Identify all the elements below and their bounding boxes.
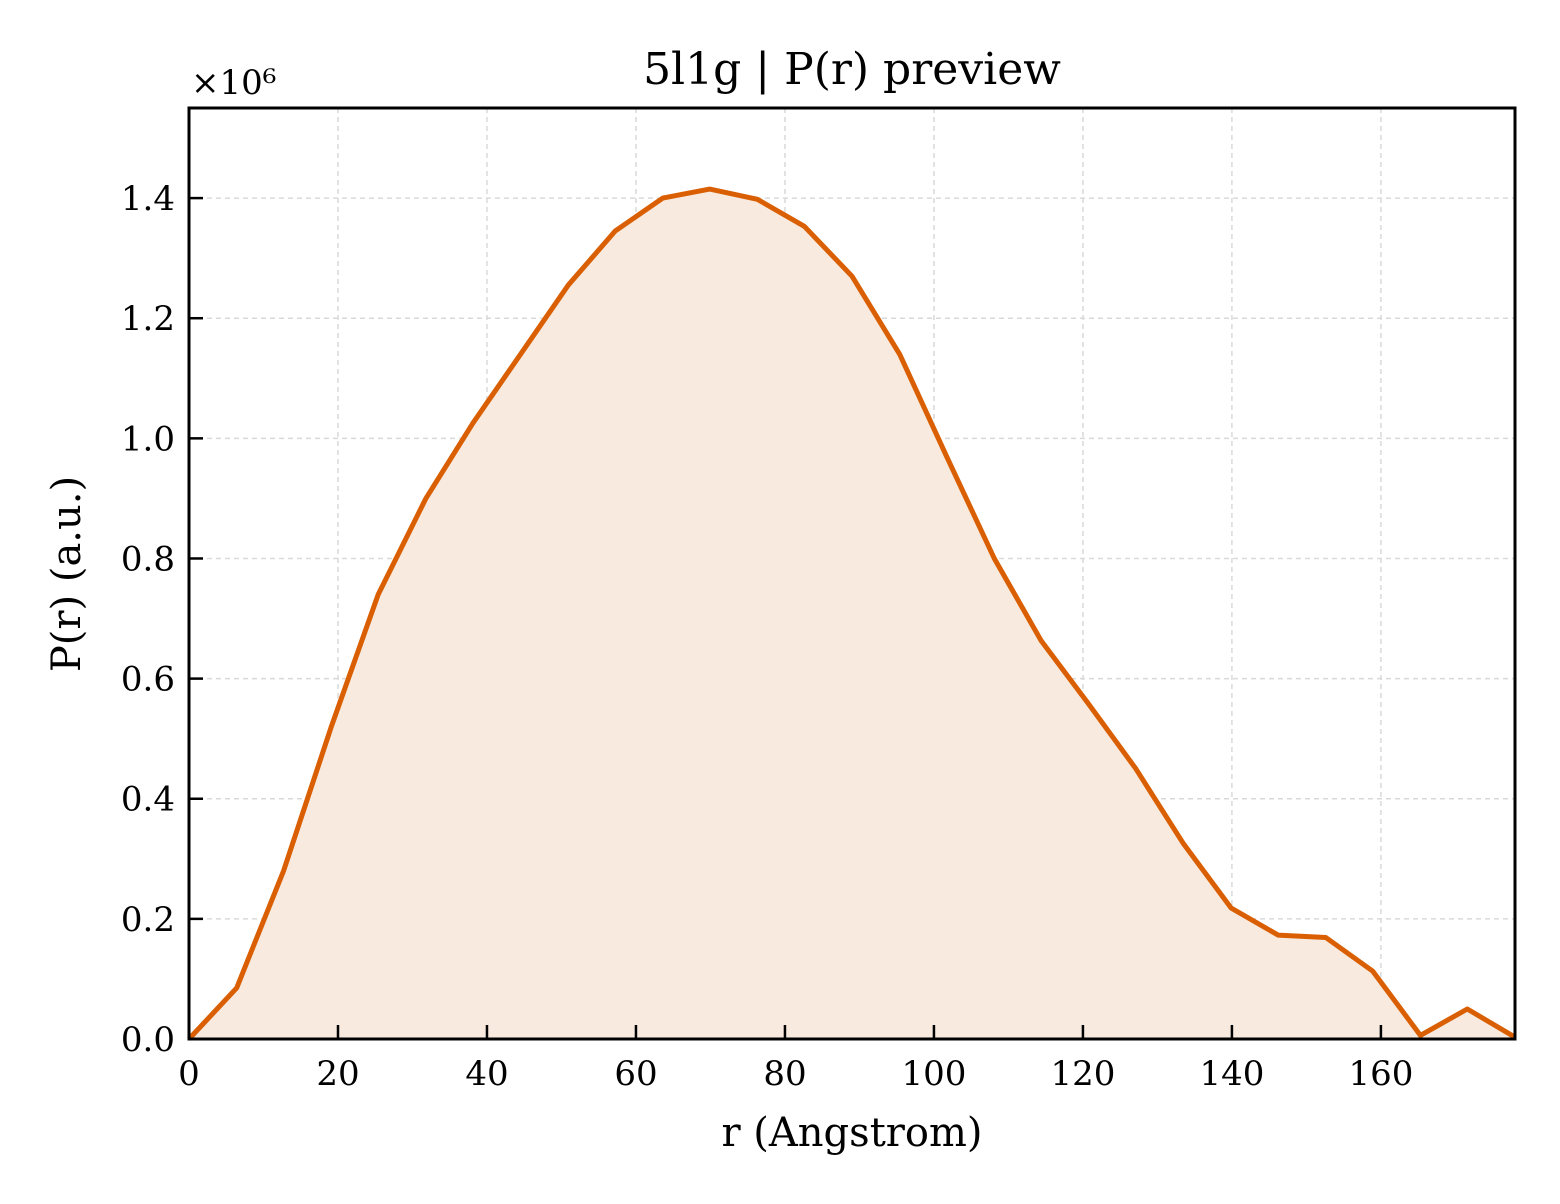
x-tick-label: 160 <box>1348 1054 1413 1094</box>
y-tick-label: 1.0 <box>121 419 175 459</box>
series-area <box>189 189 1515 1040</box>
y-tick-label: 0.2 <box>121 900 175 940</box>
axis-ticks: 0 20 40 60 80 100 120 140 160 0.0 0.2 0.4 0.6 0.8 1.0 1… <box>121 179 1413 1094</box>
x-tick-label: 80 <box>763 1054 806 1094</box>
x-tick-label: 120 <box>1050 1054 1115 1094</box>
y-multiplier-label: ×10⁶ <box>191 63 276 103</box>
x-tick-label: 20 <box>316 1054 359 1094</box>
pr-area-fill <box>189 189 1515 1040</box>
y-tick-label: 0.0 <box>121 1020 175 1060</box>
pr-curve-line <box>187 186 1517 1041</box>
y-tick-label: 0.4 <box>121 780 175 820</box>
y-tick-label: 0.6 <box>121 660 175 700</box>
x-tick-label: 140 <box>1199 1054 1264 1094</box>
y-tick-label: 0.8 <box>121 539 175 579</box>
chart-title: 5l1g | P(r) preview <box>643 44 1061 95</box>
y-tick-label: 1.4 <box>121 179 175 219</box>
x-axis-label: r (Angstrom) <box>721 1110 982 1156</box>
y-tick-label: 1.2 <box>121 299 175 339</box>
y-axis-label: P(r) (a.u.) <box>44 476 90 672</box>
x-tick-label: 40 <box>465 1054 508 1094</box>
x-tick-label: 0 <box>178 1054 200 1094</box>
series-line <box>187 186 1517 1041</box>
x-tick-label: 60 <box>614 1054 657 1094</box>
x-tick-label: 100 <box>901 1054 966 1094</box>
plot-frame <box>187 106 1517 1041</box>
